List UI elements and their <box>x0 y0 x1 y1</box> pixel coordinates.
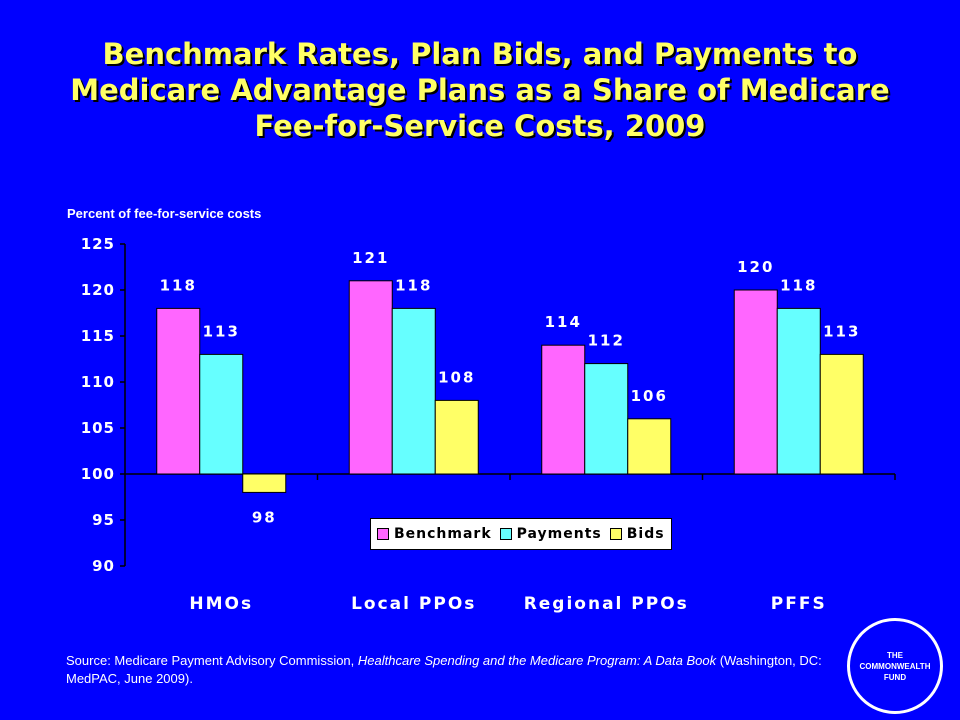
source-book-title: Healthcare Spending and the Medicare Pro… <box>357 653 717 668</box>
data-label-payments: 118 <box>780 276 817 294</box>
legend-label-payments: Payments <box>516 526 602 542</box>
source-suffix: (Washington, DC: MedPAC, June 2009). <box>66 653 822 686</box>
bar-bids <box>434 399 479 475</box>
data-label-payments: 112 <box>588 332 625 350</box>
y-tick-label: 95 <box>92 511 115 529</box>
chart-bars <box>156 280 864 493</box>
data-label-benchmark: 114 <box>545 313 582 331</box>
bar-payments <box>199 353 244 475</box>
y-tick-label: 125 <box>81 235 115 253</box>
bar-payments <box>776 307 821 475</box>
y-tick-label: 120 <box>81 281 115 299</box>
bar-benchmark <box>541 344 586 475</box>
x-category-label: HMOs <box>189 594 253 614</box>
bar-benchmark <box>348 280 393 475</box>
chart-title: Benchmark Rates, Plan Bids, and Payments… <box>70 37 890 143</box>
y-tick-label: 115 <box>81 327 115 345</box>
logo-text: THE COMMONWEALTH FUND <box>859 650 931 682</box>
data-label-benchmark: 120 <box>737 258 774 276</box>
commonwealth-fund-logo: THE COMMONWEALTH FUND <box>847 618 943 714</box>
legend-item-benchmark: Benchmark <box>377 526 492 542</box>
bar-payments <box>391 307 436 475</box>
bar-payments <box>584 363 629 475</box>
data-label-benchmark: 118 <box>160 276 197 294</box>
x-category-label: Local PPOs <box>351 594 476 614</box>
y-tick-label: 100 <box>81 465 115 483</box>
bar-chart: 125 120 115 110 105 100 95 90 118 113 98 HMOs 121 118… <box>81 235 896 614</box>
data-label-bids: 108 <box>438 368 475 386</box>
y-tick-label: 110 <box>81 373 115 391</box>
legend-item-payments: Payments <box>499 526 602 542</box>
legend-label-benchmark: Benchmark <box>394 526 492 542</box>
legend-swatch-bids <box>609 528 622 540</box>
data-label-payments: 118 <box>395 276 432 294</box>
data-label-benchmark: 121 <box>352 249 389 267</box>
chart-labels: 125 120 115 110 105 100 95 90 118 113 98 HMOs 121 118… <box>81 235 860 614</box>
x-category-label: Regional PPOs <box>524 594 689 614</box>
y-axis-label: Percent of fee-for-service costs <box>67 206 262 221</box>
source-note: Source: Medicare Payment Advisory Commis… <box>66 652 826 688</box>
data-label-payments: 113 <box>203 322 240 340</box>
x-category-label: PFFS <box>771 594 827 614</box>
legend-item-bids: Bids <box>609 526 665 542</box>
y-tick-label: 90 <box>92 557 115 575</box>
bar-bids <box>819 353 864 475</box>
bar-benchmark <box>733 289 778 475</box>
data-label-bids: 106 <box>631 387 668 405</box>
source-prefix: Source: Medicare Payment Advisory Commis… <box>66 653 358 668</box>
bar-benchmark <box>156 307 201 475</box>
legend-swatch-benchmark <box>377 528 389 540</box>
data-label-bids: 113 <box>823 322 860 340</box>
legend-swatch-payments <box>499 528 512 540</box>
data-label-bids: 98 <box>252 508 277 526</box>
legend-label-bids: Bids <box>626 526 665 542</box>
chart-legend: Benchmark Payments Bids <box>370 518 672 550</box>
bar-bids <box>242 473 287 493</box>
bar-bids <box>627 418 672 475</box>
y-tick-label: 105 <box>81 419 115 437</box>
